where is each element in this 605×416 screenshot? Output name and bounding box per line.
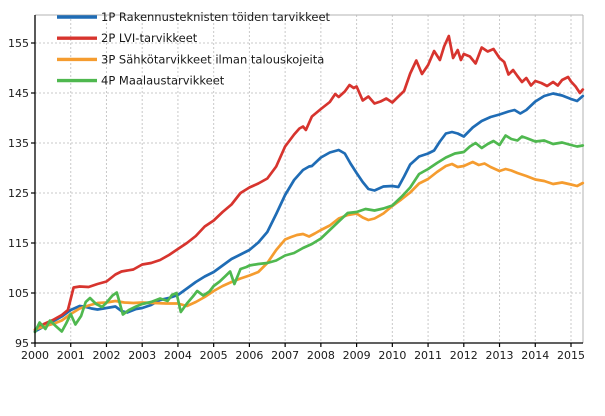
x-tick-label: 2011 [414,349,442,362]
x-tick-label: 2009 [343,349,371,362]
legend-label: 2P LVI-tarvikkeet [101,31,198,45]
x-tick-label: 2006 [235,349,263,362]
series-line-3 [33,160,585,331]
x-tick-label: 2010 [378,349,406,362]
y-tick-label: 145 [8,87,29,100]
legend-label: 1P Rakennusteknisten töiden tarvikkeet [101,10,331,24]
x-tick-label: 2015 [557,349,585,362]
y-tick-label: 135 [8,137,29,150]
legend-label: 3P Sähkötarvikkeet ilman talouskojeita [101,52,324,66]
legend-label: 4P Maalaustarvikkeet [101,74,225,88]
y-tick-label: 125 [8,187,29,200]
y-tick-label: 95 [15,337,29,350]
x-tick-label: 2000 [21,349,49,362]
series-line-2 [33,34,585,332]
y-tick-label: 115 [8,237,29,250]
x-tick-label: 2014 [521,349,549,362]
x-tick-label: 2001 [57,349,85,362]
x-tick-label: 2012 [450,349,478,362]
x-tick-label: 2004 [164,349,192,362]
x-tick-label: 2005 [200,349,228,362]
x-tick-label: 2007 [271,349,299,362]
x-tick-label: 2003 [128,349,156,362]
y-tick-label: 105 [8,287,29,300]
x-tick-label: 2013 [486,349,514,362]
y-tick-label: 155 [8,37,29,50]
series-line-4 [33,134,585,334]
x-tick-label: 2008 [307,349,335,362]
x-tick-label: 2002 [92,349,120,362]
